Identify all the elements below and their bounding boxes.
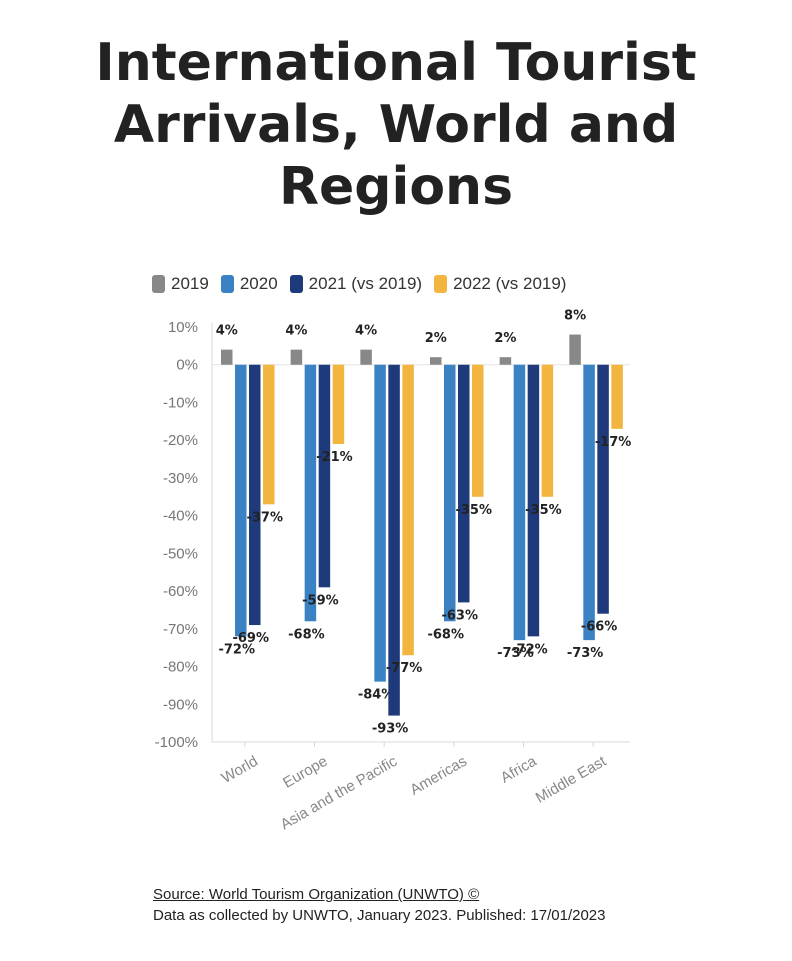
bar-1-1 [221,349,233,365]
chart-title: International Tourist Arrivals, World an… [0,32,792,218]
legend-swatch [220,275,234,293]
data-label: -59% [302,593,339,608]
x-category-label: Africa [498,752,540,786]
y-tick-label: 10% [168,319,198,336]
bar-2-1 [235,364,247,637]
y-tick-label: -20% [163,432,198,449]
bar-2-3 [374,364,386,682]
legend-item-1[interactable]: 2019 [152,274,209,294]
x-category-label: Europe [280,753,330,792]
x-category-label: World [219,753,261,787]
data-label: 4% [355,324,377,339]
bar-4-4 [472,364,484,497]
legend-label: 2022 (vs 2019) [453,274,567,293]
bar-3-1 [249,364,261,626]
bar-4-1 [263,364,275,505]
legend-label: 2019 [171,274,209,293]
data-label: 8% [564,309,586,324]
data-label: -66% [581,620,618,635]
legend-item-4[interactable]: 2022 (vs 2019) [434,274,566,294]
y-tick-label: -70% [163,621,198,638]
legend-label: 2020 [239,274,278,293]
bar-3-3 [388,364,400,716]
bar-2-4 [444,364,456,622]
x-category-label: Middle East [533,752,610,806]
bar-2-6 [583,364,595,641]
y-tick-label: -100% [155,734,198,751]
data-label: -68% [288,627,325,642]
legend-swatch [434,275,448,293]
y-tick-label: -80% [163,659,198,676]
legend-item-3[interactable]: 2021 (vs 2019) [289,274,423,294]
data-label: -77% [386,661,423,676]
chart-legend: 2019 2020 2021 (vs 2019) 2022 (vs 2019) [152,272,578,296]
bar-4-6 [611,364,623,429]
data-label: -72% [218,642,255,657]
bar-1-6 [569,334,581,365]
data-label: 2% [425,331,447,346]
y-tick-label: 0% [176,357,198,374]
legend-label: 2021 (vs 2019) [308,274,423,293]
bar-2-2 [304,364,317,622]
legend-swatch [152,275,165,293]
bar-3-4 [458,364,470,603]
bar-4-5 [541,364,554,497]
data-label: 2% [494,331,516,346]
data-label: -73% [567,646,604,661]
bar-2-5 [513,364,526,641]
bar-chart: 10% 0% -10% -20% -30% -40% -50% -60% -70% -80% -90… [155,309,632,834]
bar-1-5 [499,357,512,365]
data-label: -73% [497,646,534,661]
bar-4-2 [332,364,345,444]
chart-title-line-3: Regions [278,157,514,217]
x-category-label: Americas [407,753,470,799]
data-label: -68% [427,627,464,642]
bar-4-3 [402,364,414,656]
bar-3-5 [527,364,540,637]
y-tick-label: -30% [163,470,198,487]
bar-1-4 [430,357,442,365]
data-label: -63% [441,608,478,623]
legend-swatch [289,275,303,293]
data-label: -69% [232,631,269,646]
data-label: -93% [372,722,409,737]
data-label: -21% [316,450,353,465]
data-label: -72% [511,642,548,657]
data-label: 4% [216,324,238,339]
y-tick-label: -50% [163,545,198,562]
x-category-label: Asia and the Pacific [278,752,401,833]
chart-title-line-2: Arrivals, World and [113,95,679,155]
y-tick-label: -10% [163,394,198,411]
source-block: Source: World Tourism Organization (UNWT… [153,884,605,926]
data-label: -37% [246,510,283,525]
data-label: -35% [455,503,492,518]
y-tick-label: -40% [163,508,198,525]
y-tick-label: -90% [163,696,198,713]
data-label: -84% [358,688,395,703]
bar-1-3 [360,349,372,365]
data-label: -35% [525,503,562,518]
chart-title-line-1: International Tourist [95,33,697,93]
source-note: Data as collected by UNWTO, January 2023… [153,907,606,924]
bar-3-2 [318,364,331,588]
data-label: -17% [595,435,632,450]
data-label: 4% [285,324,307,339]
y-tick-label: -60% [163,583,198,600]
bar-3-6 [597,364,609,614]
source-link[interactable]: Source: World Tourism Organization (UNWT… [153,886,480,903]
legend-item-2[interactable]: 2020 [220,274,278,294]
bar-1-2 [290,349,303,365]
